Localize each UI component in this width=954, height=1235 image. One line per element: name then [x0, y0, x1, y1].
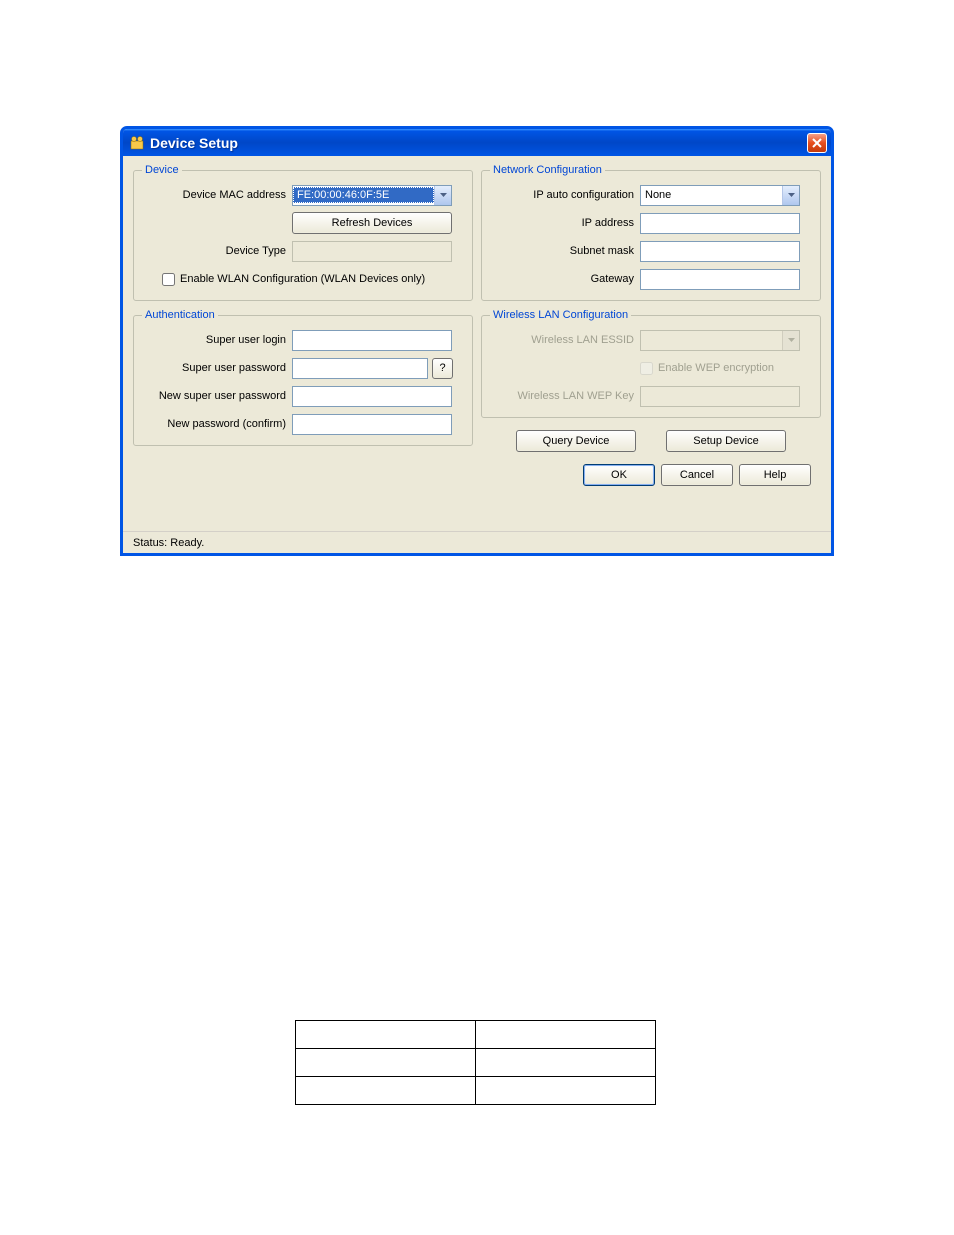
status-text: Status: Ready. [133, 537, 204, 549]
password-help-button[interactable]: ? [432, 358, 453, 379]
refresh-devices-button[interactable]: Refresh Devices [292, 212, 452, 234]
confirm-password-input[interactable] [292, 414, 452, 435]
wlan-legend: Wireless LAN Configuration [490, 309, 631, 321]
mac-label: Device MAC address [142, 189, 292, 201]
enable-wep-checkbox-input [640, 362, 653, 375]
ipaddr-label: IP address [490, 217, 640, 229]
ipauto-label: IP auto configuration [490, 189, 640, 201]
chevron-down-icon[interactable] [434, 186, 451, 205]
gateway-label: Gateway [490, 273, 640, 285]
essid-value [641, 338, 782, 342]
device-legend: Device [142, 164, 182, 176]
device-setup-window: Device Setup Device Device MAC address F… [120, 126, 834, 556]
essid-label: Wireless LAN ESSID [490, 334, 640, 346]
window-title: Device Setup [150, 135, 238, 151]
ok-button[interactable]: OK [583, 464, 655, 486]
chevron-down-icon[interactable] [782, 186, 799, 205]
essid-combo [640, 330, 800, 351]
subnet-label: Subnet mask [490, 245, 640, 257]
wep-key-input [640, 386, 800, 407]
newpass-label: New super user password [142, 390, 292, 402]
enable-wep-checkbox: Enable WEP encryption [640, 362, 774, 375]
device-group: Device Device MAC address FE:00:00:46:0F… [133, 164, 473, 301]
login-label: Super user login [142, 334, 292, 346]
help-button[interactable]: Help [739, 464, 811, 486]
cancel-button[interactable]: Cancel [661, 464, 733, 486]
enable-wlan-checkbox-input[interactable] [162, 273, 175, 286]
wepkey-label: Wireless LAN WEP Key [490, 390, 640, 402]
device-type-label: Device Type [142, 245, 292, 257]
app-icon [129, 135, 145, 151]
query-device-button[interactable]: Query Device [516, 430, 636, 452]
gateway-input[interactable] [640, 269, 800, 290]
new-password-input[interactable] [292, 386, 452, 407]
authentication-group: Authentication Super user login Super us… [133, 309, 473, 446]
enable-wlan-checkbox[interactable]: Enable WLAN Configuration (WLAN Devices … [162, 273, 425, 286]
super-user-login-input[interactable] [292, 330, 452, 351]
enable-wep-label: Enable WEP encryption [658, 362, 774, 374]
confirm-label: New password (confirm) [142, 418, 292, 430]
mac-address-combo[interactable]: FE:00:00:46:0F:5E [292, 185, 452, 206]
titlebar: Device Setup [123, 129, 831, 156]
status-bar: Status: Ready. [123, 531, 831, 553]
network-group: Network Configuration IP auto configurat… [481, 164, 821, 301]
table-row [296, 1077, 656, 1105]
document-table [295, 1020, 656, 1105]
pass-label: Super user password [142, 362, 292, 374]
chevron-down-icon [782, 331, 799, 350]
enable-wlan-label: Enable WLAN Configuration (WLAN Devices … [180, 273, 425, 285]
super-user-password-input[interactable] [292, 358, 428, 379]
ip-auto-combo[interactable]: None [640, 185, 800, 206]
setup-device-button[interactable]: Setup Device [666, 430, 786, 452]
ip-address-input[interactable] [640, 213, 800, 234]
subnet-mask-input[interactable] [640, 241, 800, 262]
ip-auto-value: None [641, 187, 782, 203]
client-area: Device Device MAC address FE:00:00:46:0F… [123, 156, 831, 531]
dialog-buttons: OK Cancel Help [133, 464, 811, 486]
auth-legend: Authentication [142, 309, 218, 321]
table-row [296, 1049, 656, 1077]
device-type-field [292, 241, 452, 262]
network-legend: Network Configuration [490, 164, 605, 176]
close-button[interactable] [807, 133, 827, 153]
mac-address-value: FE:00:00:46:0F:5E [293, 187, 434, 203]
action-row: Query Device Setup Device [481, 430, 821, 452]
table-row [296, 1021, 656, 1049]
wlan-group: Wireless LAN Configuration Wireless LAN … [481, 309, 821, 418]
